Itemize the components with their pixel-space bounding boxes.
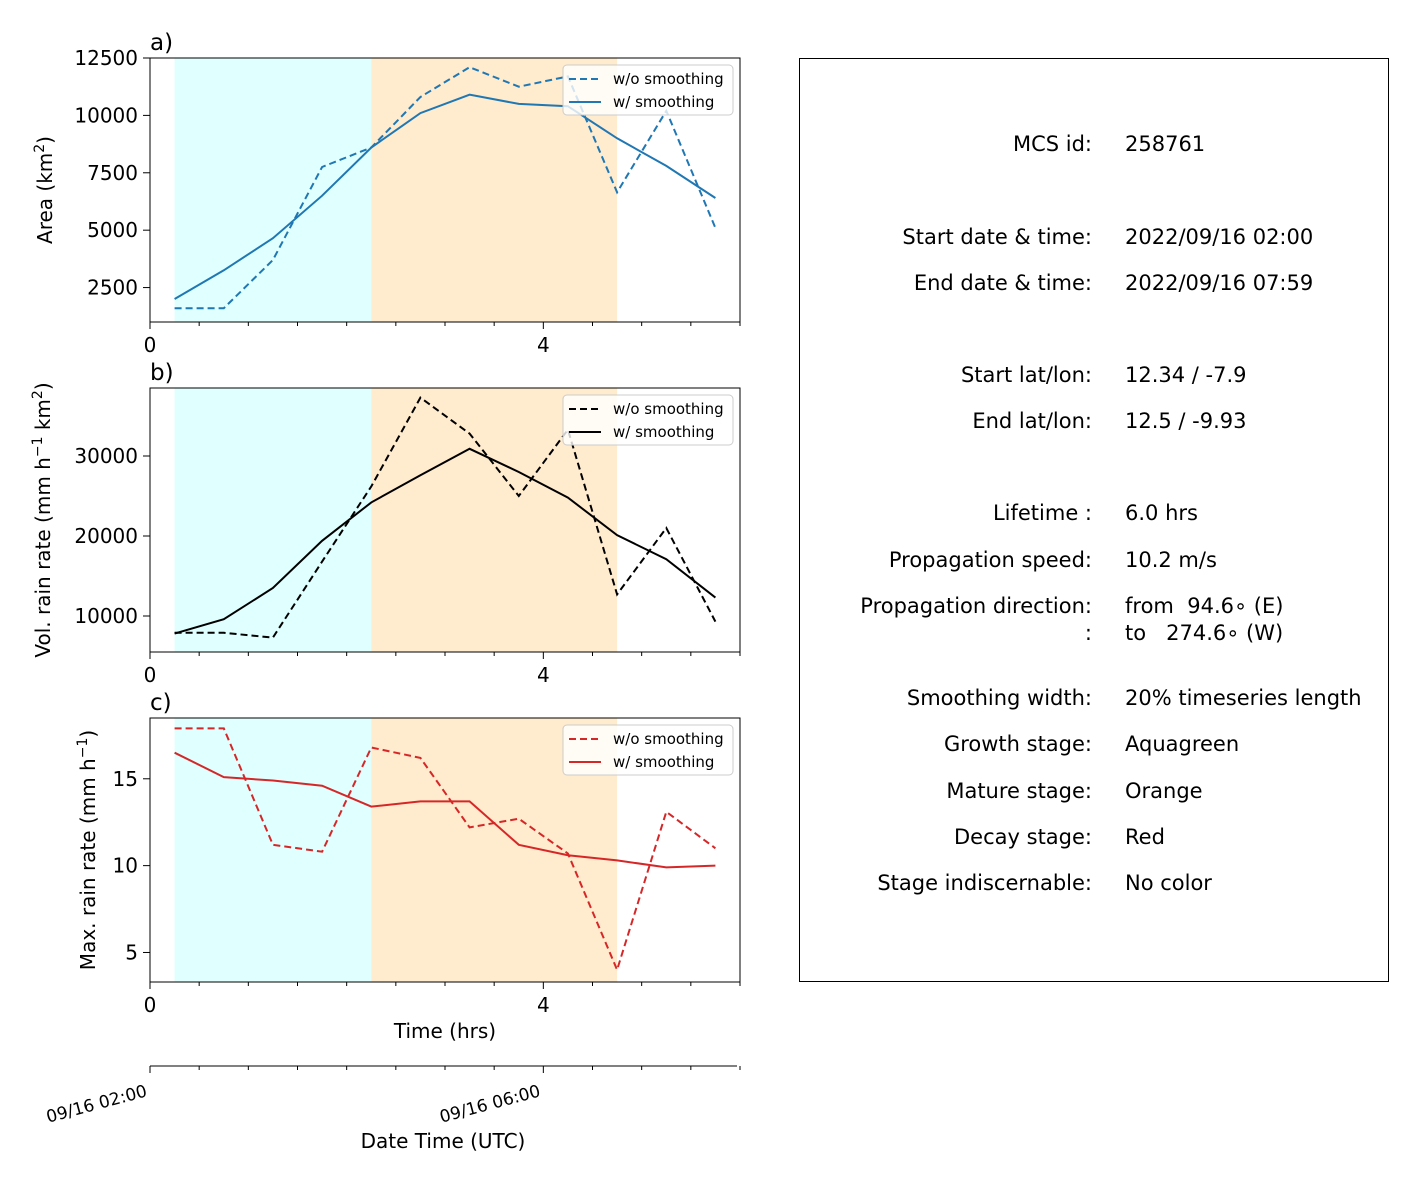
datetime-axis-label: Date Time (UTC) [361, 1129, 526, 1153]
info-label-end-time: End date & time: [913, 271, 1092, 295]
y-tick-label: 2500 [87, 276, 138, 300]
y-axis-label-part: km [31, 399, 55, 436]
smoothed-series-line [174, 93, 716, 300]
y-tick-label: 20000 [74, 524, 138, 548]
y-axis-label-part: 2 [32, 144, 48, 153]
smoothed-series-line [174, 447, 717, 635]
info-value-mature-stage: Orange [1125, 779, 1203, 803]
info-label-start-latlon: Start lat/lon: [960, 363, 1092, 387]
legend: w/o smoothing w/ smoothing [562, 64, 734, 116]
info-value-lifetime: 6.0 hrs [1125, 501, 1198, 525]
info-label-smoothing-width: Smoothing width: [906, 686, 1092, 710]
x-tick-label: 0 [144, 663, 157, 687]
y-tick-label: 7500 [87, 161, 138, 185]
y-tick-label: 5 [125, 940, 138, 964]
legend-box [562, 64, 734, 116]
info-label-propagation-speed: Propagation speed: [888, 548, 1092, 572]
y-axis-label: Area (km2) [32, 136, 57, 244]
info-value-smoothing-width: 20% timeseries length [1125, 686, 1362, 710]
y-tick-label: 10000 [74, 103, 138, 127]
info-label-mcs-id: MCS id: [1012, 132, 1092, 156]
panel-2: 10000 20000 30000 0 4 b) Vol. rain rate (mm h−… [30, 360, 741, 687]
growth-stage-shade [174, 58, 372, 322]
datetime-tick-label: 09/16 06:00 [438, 1082, 543, 1128]
legend: w/o smoothing w/ smoothing [562, 394, 734, 446]
y-axis-label-part: ) [31, 382, 55, 390]
y-axis-label: Vol. rain rate (mm h−1 km2) [30, 382, 55, 657]
unsmoothed-series-line [174, 727, 716, 973]
legend-label: w/o smoothing [613, 70, 724, 88]
info-label-decay-stage: Decay stage: [954, 825, 1092, 849]
x-tick-label: 4 [537, 993, 550, 1017]
info-label-propagation-direction-cont: : [1084, 621, 1092, 645]
x-axis-label: Time (hrs) [393, 1019, 496, 1043]
info-label-mature-stage: Mature stage: [946, 779, 1092, 803]
info-value-mcs-id: 258761 [1125, 132, 1206, 156]
smoothed-series-line [174, 751, 716, 869]
legend-label: w/o smoothing [613, 730, 724, 748]
legend-label: w/ smoothing [613, 93, 714, 111]
info-value-decay-stage: Red [1125, 825, 1165, 849]
mcs-info-panel: MCS id: 258761 Start date & time: 2022/0… [799, 58, 1389, 982]
x-tick-label: 4 [537, 333, 550, 357]
y-tick-label: 30000 [74, 444, 138, 468]
y-axis-label-part: −1 [30, 437, 46, 458]
panel-label: b) [150, 360, 174, 386]
panel-1: 2500 5000 7500 10000 12500 0 4 a) Area (km2) w/o … [32, 30, 741, 357]
legend-label: w/ smoothing [613, 423, 714, 441]
unsmoothed-series-line [174, 396, 717, 639]
info-label-lifetime: Lifetime : [992, 501, 1092, 525]
info-label-start-time: Start date & time: [902, 225, 1092, 249]
y-axis-label-part: Area (km [33, 153, 57, 244]
growth-stage-shade [174, 388, 372, 652]
info-value-start-time: 2022/09/16 02:00 [1125, 225, 1314, 249]
y-axis-label-part: 2 [30, 390, 46, 399]
legend-label: w/o smoothing [613, 400, 724, 418]
growth-stage-shade [174, 718, 372, 982]
y-axis-label-part: Vol. rain rate (mm h [31, 457, 55, 658]
y-tick-label: 15 [113, 767, 138, 791]
y-axis-label-part: −1 [75, 738, 91, 759]
legend: w/o smoothing w/ smoothing [562, 724, 734, 776]
datetime-tick-label: 09/16 02:00 [44, 1082, 149, 1128]
y-axis-label-part: ) [33, 136, 57, 144]
info-label-growth-stage: Growth stage: [943, 732, 1092, 756]
y-axis-label: Max. rain rate (mm h−1) [75, 730, 100, 970]
legend-box [562, 394, 734, 446]
y-axis-label-part: Max. rain rate (mm h [76, 758, 100, 970]
info-value-stage-indiscernable: No color [1125, 871, 1212, 895]
info-value-start-latlon: 12.34 / -7.9 [1125, 363, 1247, 387]
legend-label: w/ smoothing [613, 753, 714, 771]
panel-3: 5 10 15 0 4 c) Max. rain rate (mm h−1) Time (hr… [75, 690, 741, 1043]
info-value-propagation-to: to 274.6∘ (W) [1125, 621, 1284, 645]
y-tick-label: 12500 [74, 46, 138, 70]
y-tick-label: 10 [113, 854, 138, 878]
info-value-end-latlon: 12.5 / -9.93 [1125, 409, 1247, 433]
panel-label: a) [150, 30, 173, 56]
info-label-stage-indiscernable: Stage indiscernable: [877, 871, 1092, 895]
info-value-end-time: 2022/09/16 07:59 [1125, 271, 1314, 295]
unsmoothed-series-line [174, 66, 717, 310]
info-value-propagation-from: from 94.6∘ (E) [1125, 594, 1284, 618]
panel-label: c) [150, 690, 172, 716]
x-tick-label: 4 [537, 663, 550, 687]
x-tick-label: 0 [144, 993, 157, 1017]
legend-box [562, 724, 734, 776]
info-value-propagation-speed: 10.2 m/s [1125, 548, 1217, 572]
y-axis-label-part: ) [76, 730, 100, 738]
y-tick-label: 5000 [87, 218, 138, 242]
x-tick-label: 0 [144, 333, 157, 357]
info-value-growth-stage: Aquagreen [1125, 732, 1240, 756]
y-tick-label: 10000 [74, 604, 138, 628]
info-label-propagation-direction: Propagation direction: [860, 594, 1092, 618]
info-label-end-latlon: End lat/lon: [972, 409, 1092, 433]
